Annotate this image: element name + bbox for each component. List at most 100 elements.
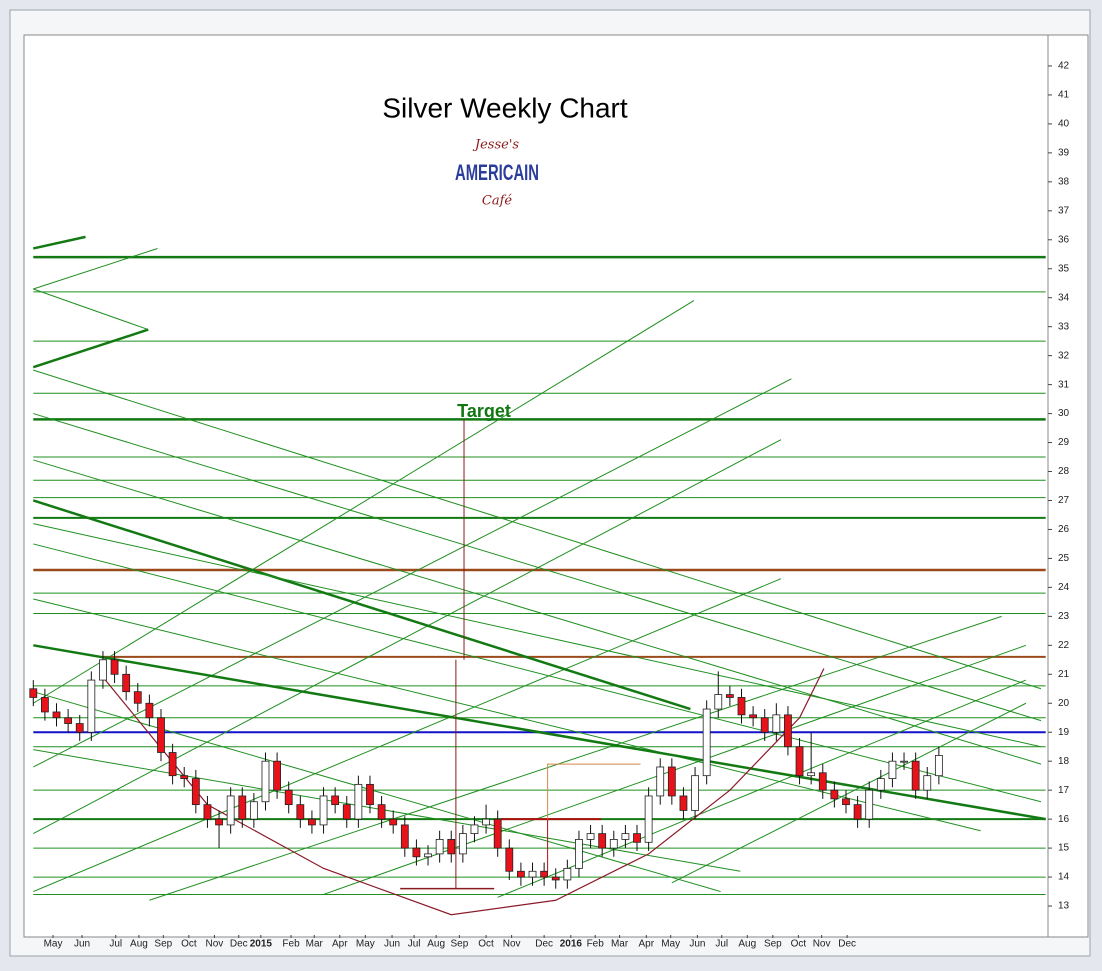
candle-body: [29, 688, 38, 698]
candle-body: [493, 818, 502, 849]
chart-title: Silver Weekly Chart: [382, 92, 628, 123]
candle-body: [505, 847, 514, 872]
x-tick-label: Nov: [206, 939, 224, 950]
y-tick-label: 31: [1058, 379, 1070, 390]
y-tick-label: 38: [1058, 176, 1070, 187]
candle-body: [319, 795, 328, 826]
x-tick-label: Apr: [332, 939, 348, 950]
x-tick-label: Sep: [154, 939, 172, 950]
candle-body: [551, 876, 560, 881]
trendline: [33, 459, 1042, 765]
trendline: [33, 288, 149, 331]
y-tick-label: 18: [1058, 756, 1070, 767]
y-tick-label: 29: [1058, 437, 1070, 448]
candles: [29, 651, 943, 889]
candle-body: [261, 760, 270, 803]
candle-body: [888, 760, 897, 779]
logo-line: AMERICAIN: [455, 160, 539, 185]
x-tick-label: Sep: [764, 939, 782, 950]
candle-body: [575, 839, 583, 869]
candle-body: [749, 714, 758, 719]
candle-body: [52, 711, 61, 719]
y-tick-label: 35: [1058, 263, 1070, 274]
candle-body: [528, 870, 537, 878]
candle-body: [110, 659, 119, 675]
x-tick-label: Oct: [181, 939, 197, 950]
x-tick-label: Nov: [813, 939, 831, 950]
y-tick-label: 19: [1058, 727, 1070, 738]
x-tick-label: 2015: [250, 939, 273, 950]
candle-body: [331, 795, 340, 806]
y-tick-label: 33: [1058, 321, 1070, 332]
x-tick-label: Dec: [535, 939, 553, 950]
y-tick-label: 17: [1058, 785, 1070, 796]
x-tick-label: Aug: [427, 939, 445, 950]
candle-body: [75, 723, 84, 733]
candle-body: [342, 804, 351, 820]
x-tick-label: Apr: [639, 939, 655, 950]
y-axis-area: [1047, 34, 1089, 938]
y-tick-label: 28: [1058, 466, 1070, 477]
candle-body: [911, 760, 920, 791]
x-tick-label: Aug: [130, 939, 148, 950]
candle-body: [458, 833, 467, 855]
candle-body: [470, 824, 479, 835]
y-tick-label: 32: [1058, 350, 1070, 361]
trendline: [33, 369, 1042, 690]
candle-body: [157, 717, 165, 753]
candle-body: [865, 789, 874, 820]
y-tick-label: 24: [1058, 582, 1070, 593]
candle-body: [598, 833, 607, 849]
candle-body: [122, 673, 131, 693]
candle-body: [807, 772, 816, 777]
trendline: [547, 763, 641, 820]
candle-body: [691, 775, 699, 811]
candle-body: [482, 818, 490, 826]
candle-body: [377, 804, 386, 820]
y-tick-label: 27: [1058, 495, 1070, 506]
trendline: [33, 523, 1042, 748]
trendline: [33, 247, 158, 290]
candle-body: [296, 804, 305, 820]
candle-body: [99, 659, 107, 681]
x-tick-label: May: [44, 939, 63, 950]
y-tick-label: 41: [1058, 90, 1070, 101]
candle-body: [795, 746, 804, 777]
annotation: Target: [457, 401, 511, 421]
candle-body: [586, 833, 595, 840]
candle-body: [760, 717, 769, 733]
x-tick-label: Jun: [74, 939, 90, 950]
x-tick-label: Nov: [503, 939, 521, 950]
candle-body: [308, 818, 316, 826]
trendline: [32, 499, 691, 711]
logo-line: Café: [482, 194, 513, 209]
x-tick-label: May: [661, 939, 680, 950]
trendline: [33, 578, 782, 893]
trendline: [33, 235, 86, 250]
candle-body: [273, 760, 281, 791]
x-tick-label: Jun: [384, 939, 400, 950]
y-tick-label: 36: [1058, 234, 1070, 245]
x-tick-label: Jul: [408, 939, 421, 950]
y-tick-label: 40: [1058, 119, 1070, 130]
candle-body: [702, 708, 711, 777]
candle-body: [284, 789, 293, 806]
candle-body: [679, 795, 688, 811]
candle-body: [784, 714, 792, 748]
x-tick-label: Dec: [230, 939, 248, 950]
candle-body: [191, 778, 200, 806]
logo-line: Jesse's: [472, 138, 520, 153]
trendline: [671, 702, 1027, 884]
candle-body: [238, 795, 247, 820]
candle-body: [923, 775, 932, 791]
trendline: [33, 378, 792, 768]
x-tick-label: Jun: [689, 939, 705, 950]
candle-body: [853, 804, 862, 820]
candle-body: [435, 839, 444, 855]
candle-body: [517, 870, 525, 878]
x-tick-label: Jul: [715, 939, 728, 950]
candle-body: [215, 818, 223, 826]
x-tick-label: Oct: [791, 939, 807, 950]
trendline: [497, 679, 1027, 898]
y-tick-label: 21: [1058, 669, 1070, 680]
